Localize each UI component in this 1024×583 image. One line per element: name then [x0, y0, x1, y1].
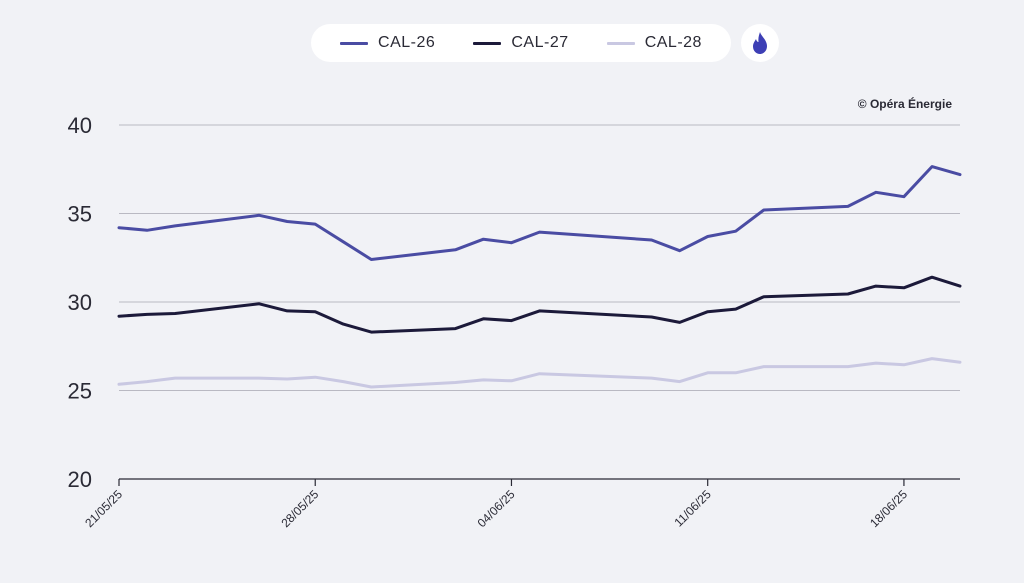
x-tick-label: 21/05/25: [82, 487, 125, 530]
flame-icon: [753, 32, 767, 54]
y-tick-label: 35: [68, 202, 92, 227]
legend-label-cal-26: CAL-26: [378, 34, 436, 51]
y-tick-label: 20: [68, 467, 92, 492]
x-tick-label: 11/06/25: [672, 487, 715, 530]
y-tick-label: 25: [68, 379, 92, 404]
x-tick-label: 18/06/25: [867, 487, 910, 530]
series-line-cal-28[interactable]: [117, 357, 962, 389]
legend-item-cal-26[interactable]: CAL-26: [340, 34, 435, 52]
x-tick-label: 04/06/25: [475, 487, 518, 530]
legend-swatch-cal-27: [473, 41, 502, 45]
x-tick-label: 28/05/25: [278, 487, 321, 530]
y-tick-label: 40: [68, 113, 92, 138]
legend-swatch-cal-28: [606, 41, 635, 45]
legend-swatch-cal-26: [340, 41, 369, 45]
legend-item-cal-28[interactable]: CAL-28: [606, 34, 702, 52]
y-axis: 20 25 30 35 40: [68, 113, 92, 492]
series-line-cal-27[interactable]: [117, 275, 962, 334]
chart-legend: CAL-26 CAL-27 CAL-28: [311, 24, 731, 62]
legend-label-cal-28: CAL-28: [644, 34, 702, 51]
energy-type-button[interactable]: [741, 24, 779, 62]
copyright-credit: © Opéra Énergie: [857, 97, 952, 111]
legend-item-cal-27[interactable]: CAL-27: [473, 34, 568, 52]
grid-lines: [119, 124, 960, 480]
series-line-cal-26[interactable]: [117, 165, 962, 261]
series-lines: [117, 165, 962, 389]
legend-label-cal-27: CAL-27: [511, 34, 569, 51]
y-tick-label: 30: [68, 290, 92, 315]
x-axis: 21/05/25 28/05/25 04/06/25 11/06/25 18/06/25: [82, 479, 910, 530]
